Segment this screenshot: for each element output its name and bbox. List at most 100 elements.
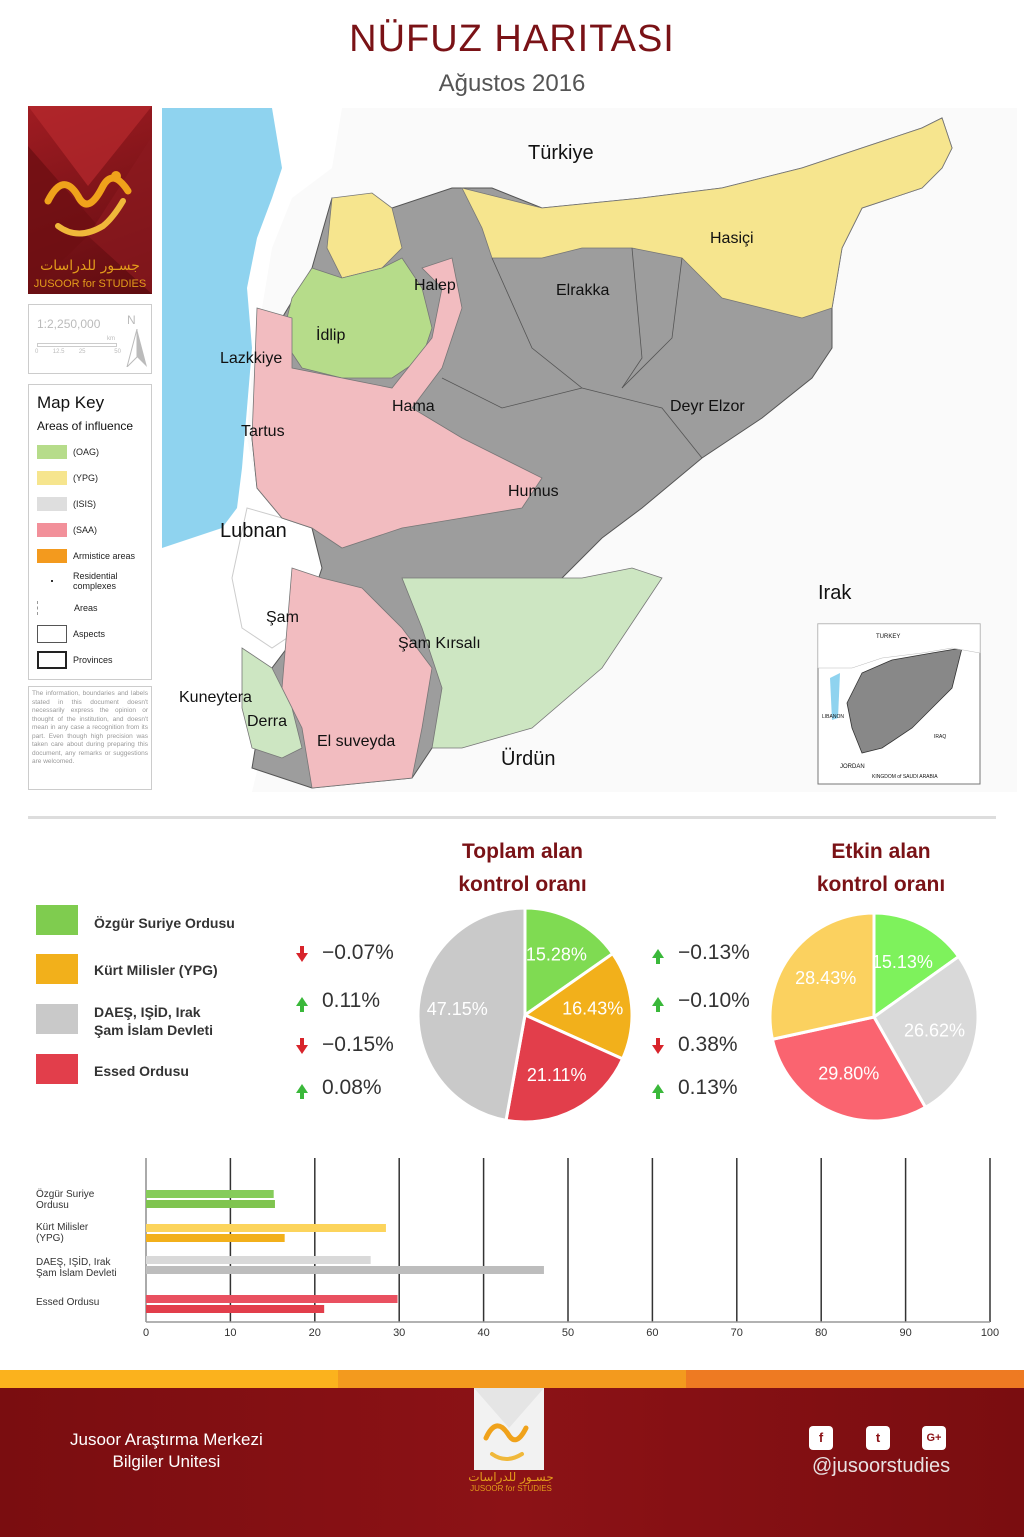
pie-total: 15.28% 16.43% 21.11% 47.15% [416,906,634,1124]
map-graphic [162,108,1017,792]
page-title: NÜFUZ HARITASI [349,18,675,60]
key-item-areas: Areas [37,601,98,615]
label-turkey: Türkiye [528,142,594,164]
key-item-provinces: Provinces [37,651,113,669]
twitter-icon[interactable]: t [866,1426,890,1450]
label-sam: Şam [266,609,299,626]
map-key-subtitle: Areas of influence [37,419,134,433]
arrow-up-icon [652,1083,664,1099]
total-change-0: −0.07% [296,941,394,965]
effective-change-0: −0.13% [652,941,750,965]
footer-org: Jusoor Araştırma Merkezi Bilgiler Unitesi [70,1430,263,1471]
arrow-up-icon [652,996,664,1012]
page-subtitle: Ağustos 2016 [438,70,586,97]
scale-unit: km [107,336,115,342]
bar-1-series-1 [146,1234,285,1242]
total-change-3: 0.08% [296,1076,382,1100]
bar-tick-label-7: 70 [731,1327,743,1339]
footer-logo [474,1388,544,1470]
key-item-armistice: Armistice areas [37,549,135,563]
bar-3-series-1 [146,1305,325,1313]
bar-tick-label-0: 0 [143,1327,149,1339]
label-deyr-elzor: Deyr Elzor [670,398,745,415]
facebook-icon[interactable]: f [809,1426,833,1450]
label-halep: Halep [414,277,456,294]
disclaimer: The information, boundaries and labels s… [28,686,152,790]
arrow-down-icon [652,1037,664,1054]
key-item-saa: (SAA) [37,523,97,537]
bar-tick-label-1: 10 [224,1327,236,1339]
bar-3-series-0 [146,1295,398,1303]
pie-effective-slice-label-0: 15.13% [872,952,933,972]
pie-effective-slice-1 [872,954,980,1110]
bar-tick-label-5: 50 [562,1327,574,1339]
influence-map: Türkiye Hasiçi Halep Elrakka İdlip Lazkk… [162,108,1017,792]
pie-effective-slice-label-2: 29.80% [818,1064,879,1084]
bar-category-isis: DAEŞ, IŞİD, Irak Şam İslam Devleti [36,1257,117,1279]
map-key: Map Key Areas of influence (OAG) (YPG) (… [28,384,152,680]
logo-art [28,106,152,294]
effective-change-1: −0.10% [652,989,750,1013]
pie-effective-slice-0 [872,911,961,1020]
bar-0-series-0 [146,1190,274,1198]
pie-total-slice-0 [523,906,615,1018]
legend-swatch-fsa [36,905,78,935]
bar-category-fsa: Özgür Suriye Ordusu [36,1189,95,1211]
label-tartus: Tartus [241,423,285,440]
pie-total-slice-label-1: 16.43% [562,999,623,1019]
scale-ticks: 0 12.5 25 50 [35,349,121,355]
label-lazkkiye: Lazkkiye [220,350,283,367]
north-label: N [127,313,136,327]
pie-effective-title: Etkin alan kontrol oranı [816,840,946,896]
inset-label-turkey: TURKEY [876,634,901,640]
label-idlip: İdlip [316,327,346,344]
bar-tick-label-6: 60 [646,1327,658,1339]
bar-tick-label-9: 90 [899,1327,911,1339]
footer-logo-arabic: جسـور للدراسات [468,1470,554,1484]
bar-category-saa: Essed Ordusu [36,1297,100,1308]
legend-swatch-ypg [36,954,78,984]
key-item-isis: (ISIS) [37,497,96,511]
total-change-1: 0.11% [296,989,380,1013]
scale-bar [37,343,117,347]
label-hama: Hama [392,398,435,415]
section-divider [28,816,996,819]
arrow-down-icon [296,945,308,962]
legend-label-ypg: Kürt Milisler (YPG) [94,962,218,978]
arrow-up-icon [652,948,664,964]
bar-0-series-1 [146,1200,275,1208]
bar-2-series-0 [146,1256,371,1264]
arrow-down-icon [296,1037,308,1054]
label-lubnan: Lubnan [220,520,287,542]
pie-total-slice-3 [416,906,527,1123]
legend-label-isis: DAEŞ, IŞİD, Irak Şam İslam Devleti [94,1004,214,1038]
key-item-ypg: (YPG) [37,471,98,485]
logo-arabic: جسـور للدراسات [40,258,140,274]
scale-ratio: 1:2,250,000 [37,317,101,331]
google-plus-icon[interactable]: G+ [922,1426,946,1450]
social-handle[interactable]: @jusoorstudies [812,1455,951,1477]
key-item-residential: Residential complexes [37,571,133,591]
pie-effective-slice-label-3: 28.43% [795,968,856,988]
label-sam-kirsali: Şam Kırsalı [398,635,481,652]
effective-change-3: 0.13% [652,1076,738,1100]
pie-total-slice-label-2: 21.11% [527,1065,587,1085]
legend-swatch-saa [36,1054,78,1084]
pie-effective-slice-2 [770,1015,928,1123]
arrow-up-icon [296,996,308,1012]
label-elrakka: Elrakka [556,282,610,299]
footer-logo-art [474,1388,544,1461]
bar-chart: 0 10 20 30 40 50 60 70 80 90 100 [143,1158,999,1339]
pie-effective: 15.13% 26.62% 29.80% 28.43% [768,911,980,1123]
bar-2-series-1 [146,1266,544,1274]
north-arrow-icon [126,329,147,367]
label-irak: Irak [818,582,852,604]
bar-1-series-0 [146,1224,386,1232]
pie-total-slice-label-0: 15.28% [526,945,587,965]
bar-tick-label-2: 20 [309,1327,321,1339]
pie-total-title: Toplam alan kontrol oranı [458,840,587,896]
inset-label-jordan: JORDAN [840,764,865,770]
bar-category-ypg: Kürt Milisler (YPG) [36,1222,89,1244]
pie-effective-slice-3 [768,911,876,1042]
effective-change-2: 0.38% [652,1033,738,1057]
